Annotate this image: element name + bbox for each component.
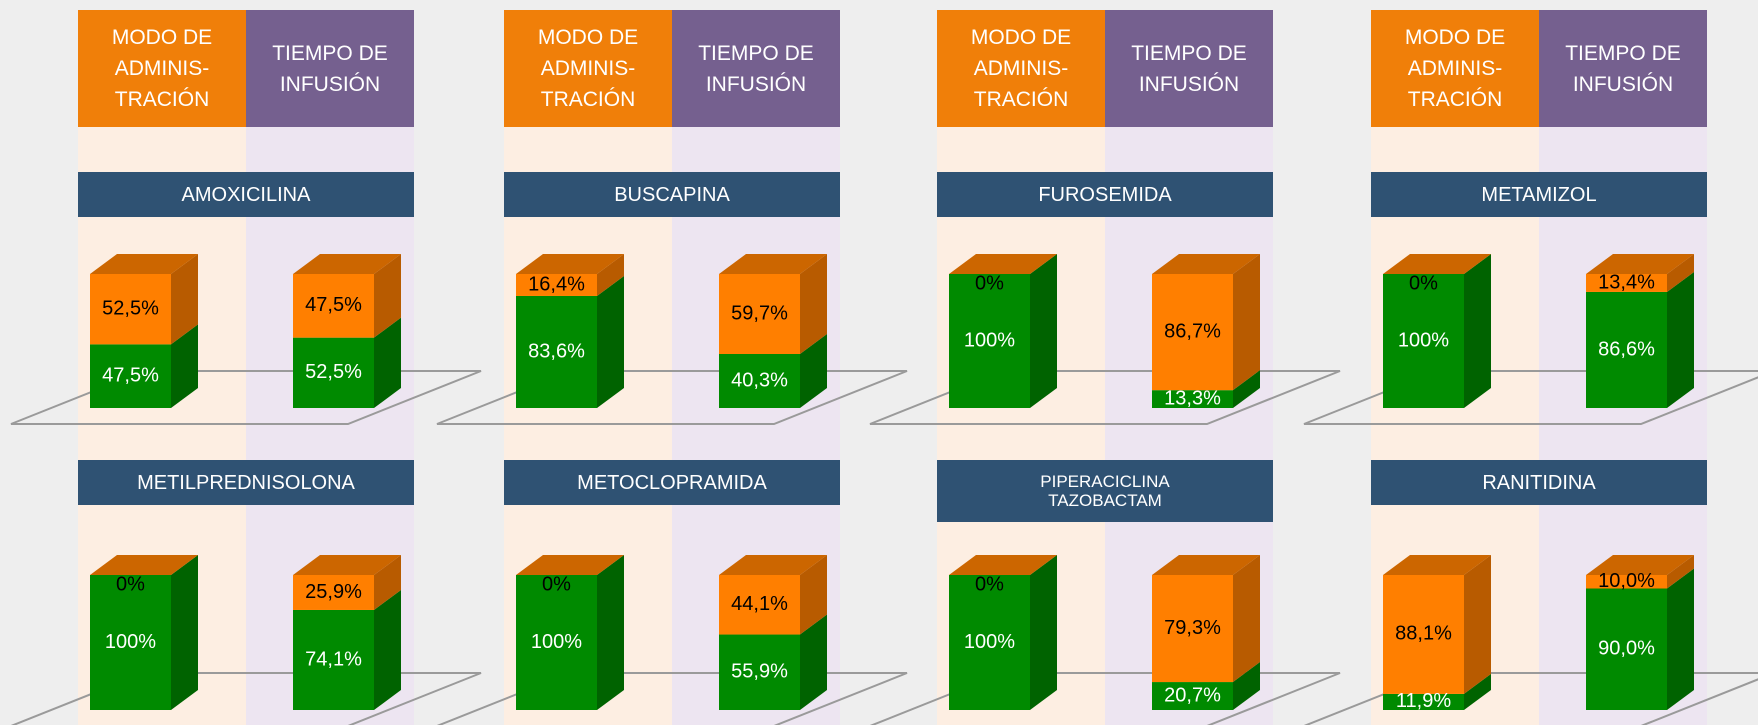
value-label: 55,9% bbox=[731, 661, 788, 683]
value-label: 13,4% bbox=[1598, 271, 1655, 293]
value-label: 0% bbox=[975, 573, 1004, 595]
value-label: 11,9% bbox=[1396, 690, 1451, 712]
bar-side bbox=[1464, 555, 1491, 694]
bar-side bbox=[1030, 555, 1057, 710]
bar-side bbox=[1233, 254, 1260, 390]
bar-side bbox=[1233, 555, 1260, 682]
value-label: 100% bbox=[105, 631, 156, 653]
value-label: 25,9% bbox=[305, 581, 362, 603]
bar-side bbox=[597, 276, 624, 408]
floor-plane bbox=[870, 673, 1340, 725]
bar-side bbox=[597, 555, 624, 710]
value-label: 0% bbox=[116, 573, 145, 595]
value-label: 86,6% bbox=[1598, 338, 1655, 360]
value-label: 74,1% bbox=[305, 648, 362, 670]
value-label: 0% bbox=[1409, 272, 1438, 294]
value-label: 20,7% bbox=[1164, 684, 1221, 706]
bar-side bbox=[374, 590, 401, 710]
bar-side bbox=[1667, 272, 1694, 408]
value-label: 59,7% bbox=[731, 302, 788, 324]
value-label: 0% bbox=[975, 272, 1004, 294]
floor-plane bbox=[437, 371, 907, 424]
bar-side bbox=[1464, 254, 1491, 408]
value-label: 44,1% bbox=[731, 593, 788, 615]
floor-plane bbox=[11, 371, 481, 424]
value-label: 100% bbox=[1398, 329, 1449, 351]
value-label: 52,5% bbox=[305, 361, 362, 383]
value-label: 83,6% bbox=[528, 340, 585, 362]
value-label: 16,4% bbox=[528, 273, 585, 295]
value-label: 90,0% bbox=[1598, 638, 1655, 660]
bar-side bbox=[171, 555, 198, 710]
value-label: 88,1% bbox=[1395, 623, 1452, 645]
floor-plane bbox=[437, 673, 907, 725]
page: MODO DEADMINIS-TRACIÓNTIEMPO DEINFUSIÓNM… bbox=[0, 0, 1758, 725]
bars-layer: 47,5% 52,5% 52,5% 47,5% 83,6% 16,4% 40,3% 59,7%… bbox=[0, 0, 1758, 725]
floor-plane bbox=[870, 371, 1340, 424]
value-label: 86,7% bbox=[1164, 320, 1221, 342]
value-label: 100% bbox=[964, 631, 1015, 653]
bar-side bbox=[1030, 254, 1057, 408]
value-label: 79,3% bbox=[1164, 617, 1221, 639]
value-label: 40,3% bbox=[731, 369, 788, 391]
value-label: 0% bbox=[542, 573, 571, 595]
floor-plane bbox=[11, 673, 481, 725]
value-label: 100% bbox=[964, 329, 1015, 351]
value-label: 13,3% bbox=[1164, 387, 1221, 409]
value-label: 47,5% bbox=[305, 294, 362, 316]
value-label: 10,0% bbox=[1598, 570, 1655, 592]
value-label: 47,5% bbox=[102, 364, 159, 386]
value-label: 100% bbox=[531, 631, 582, 653]
bar-side bbox=[1667, 569, 1694, 711]
value-label: 52,5% bbox=[102, 297, 159, 319]
